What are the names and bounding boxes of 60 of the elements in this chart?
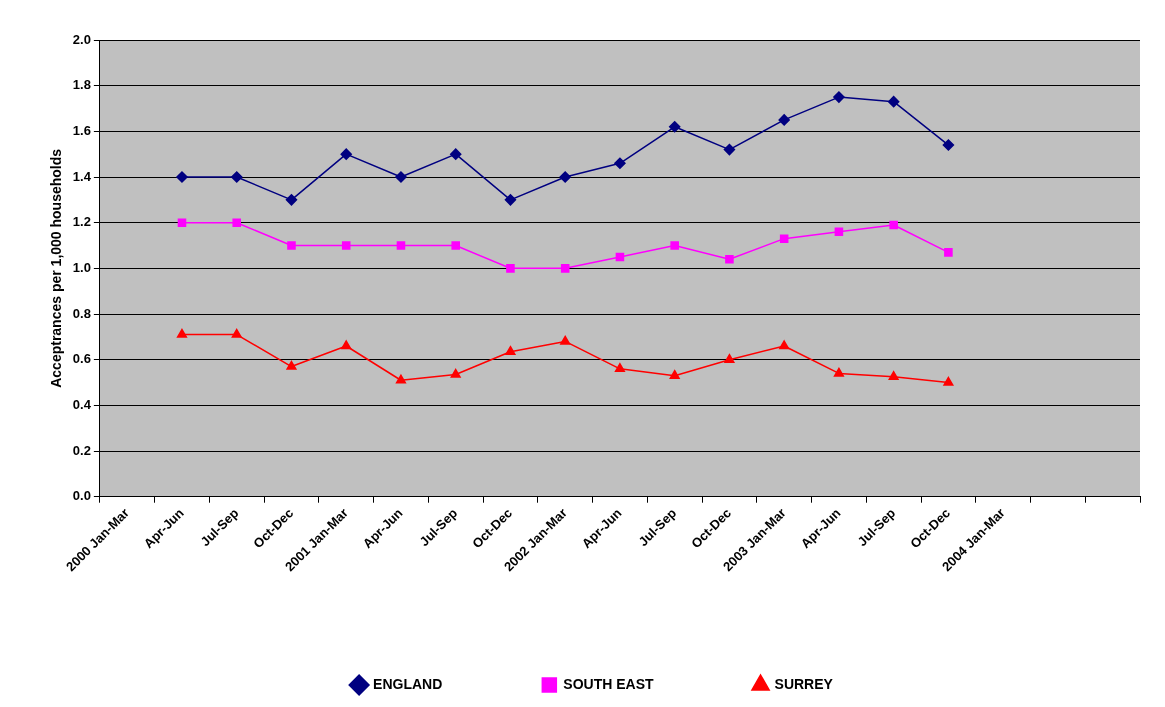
point [669,369,680,379]
point [887,95,900,108]
y-tick-label: 0.8 [72,305,91,321]
point [942,139,955,151]
point [560,335,571,345]
y-tick-label: 1.2 [72,214,91,230]
y-axis-title: Acceptrances per 1,000 households [48,148,65,388]
point [834,227,844,237]
y-tick-label: 0.4 [72,396,92,412]
point [396,241,406,250]
point [287,241,296,250]
point [889,220,898,230]
point [723,143,736,156]
point [230,171,243,183]
point [725,254,734,264]
point [888,371,899,381]
point [449,148,462,160]
point [176,171,188,183]
point [779,234,789,243]
y-tick-label: 0.6 [72,351,91,367]
point [559,171,571,183]
point [560,264,570,273]
point [779,340,790,350]
point [944,248,953,257]
point [614,363,626,373]
point [614,157,626,170]
y-tick-label: 2.0 [72,31,91,47]
point [505,345,516,355]
point [506,264,515,273]
y-tick-label: 1.4 [72,168,92,184]
point [340,148,352,160]
y-tick-label: 0.2 [72,442,91,458]
point [833,367,844,377]
point [943,376,954,386]
point [504,194,517,206]
point [778,114,790,126]
point [176,328,188,338]
point [341,340,352,350]
point [450,368,461,378]
y-tick-label: 1.0 [72,259,91,275]
y-tick-label: 1.6 [72,122,91,138]
point [286,360,297,370]
y-tick-label: 0.0 [72,488,91,504]
legend-label: ENGLAND [373,675,443,692]
point [670,241,679,250]
point [395,374,407,384]
point [231,328,242,338]
legend-label: SOUTH EAST [563,675,654,692]
point [615,252,625,262]
y-tick-label: 1.8 [72,77,91,93]
point [285,194,298,206]
point [668,121,681,133]
point [833,91,845,103]
point [232,218,242,227]
legend-label: SURREY [774,675,834,692]
point [177,218,187,227]
point [395,171,407,183]
point [451,241,460,250]
point [341,241,351,250]
point [724,353,735,363]
